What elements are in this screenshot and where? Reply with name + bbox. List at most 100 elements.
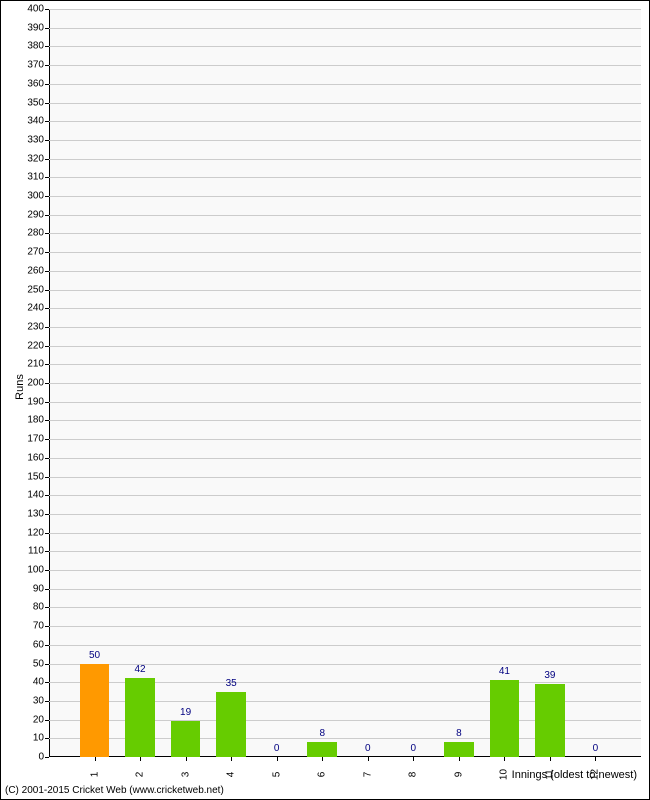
- y-tick-mark: [45, 215, 49, 216]
- gridline: [49, 103, 641, 104]
- bar-value-label: 0: [593, 743, 599, 754]
- y-tick-label: 180: [14, 415, 44, 426]
- y-tick-mark: [45, 477, 49, 478]
- x-tick-label: 11: [544, 765, 555, 785]
- x-tick-mark: [413, 757, 414, 761]
- x-tick-label: 3: [180, 765, 191, 785]
- y-tick-label: 300: [14, 191, 44, 202]
- x-tick-label: 4: [226, 765, 237, 785]
- y-tick-mark: [45, 570, 49, 571]
- y-tick-label: 120: [14, 527, 44, 538]
- x-tick-label: 1: [89, 765, 100, 785]
- y-tick-mark: [45, 140, 49, 141]
- gridline: [49, 589, 641, 590]
- gridline: [49, 159, 641, 160]
- y-tick-mark: [45, 364, 49, 365]
- bar-value-label: 39: [544, 670, 555, 681]
- bar: [535, 684, 565, 757]
- gridline: [49, 607, 641, 608]
- x-tick-mark: [322, 757, 323, 761]
- bar-value-label: 50: [89, 650, 100, 661]
- bar: [307, 742, 337, 757]
- x-tick-mark: [277, 757, 278, 761]
- gridline: [49, 233, 641, 234]
- y-tick-label: 60: [14, 639, 44, 650]
- gridline: [49, 420, 641, 421]
- y-tick-label: 340: [14, 116, 44, 127]
- y-tick-label: 10: [14, 733, 44, 744]
- bar-value-label: 8: [456, 728, 462, 739]
- bar-value-label: 19: [180, 707, 191, 718]
- y-tick-label: 200: [14, 378, 44, 389]
- y-tick-label: 290: [14, 209, 44, 220]
- x-tick-mark: [595, 757, 596, 761]
- x-tick-label: 2: [135, 765, 146, 785]
- gridline: [49, 645, 641, 646]
- y-tick-label: 160: [14, 452, 44, 463]
- y-tick-mark: [45, 402, 49, 403]
- y-tick-mark: [45, 177, 49, 178]
- x-tick-label: 12: [590, 765, 601, 785]
- y-tick-mark: [45, 327, 49, 328]
- gridline: [49, 308, 641, 309]
- y-tick-mark: [45, 458, 49, 459]
- y-tick-label: 310: [14, 172, 44, 183]
- y-tick-mark: [45, 346, 49, 347]
- y-tick-mark: [45, 196, 49, 197]
- gridline: [49, 439, 641, 440]
- bar: [125, 678, 155, 757]
- bar: [171, 721, 201, 757]
- y-tick-mark: [45, 233, 49, 234]
- y-tick-mark: [45, 682, 49, 683]
- gridline: [49, 570, 641, 571]
- y-tick-mark: [45, 65, 49, 66]
- gridline: [49, 626, 641, 627]
- y-tick-label: 330: [14, 134, 44, 145]
- gridline: [49, 533, 641, 534]
- y-tick-label: 250: [14, 284, 44, 295]
- y-tick-label: 50: [14, 658, 44, 669]
- y-tick-mark: [45, 46, 49, 47]
- y-tick-mark: [45, 757, 49, 758]
- y-tick-label: 380: [14, 41, 44, 52]
- y-tick-mark: [45, 607, 49, 608]
- bar: [490, 680, 520, 757]
- x-tick-label: 5: [271, 765, 282, 785]
- gridline: [49, 495, 641, 496]
- y-tick-label: 100: [14, 565, 44, 576]
- gridline: [49, 46, 641, 47]
- gridline: [49, 9, 641, 10]
- y-tick-label: 20: [14, 714, 44, 725]
- y-tick-mark: [45, 589, 49, 590]
- y-tick-label: 280: [14, 228, 44, 239]
- y-tick-label: 190: [14, 396, 44, 407]
- y-tick-mark: [45, 720, 49, 721]
- y-tick-mark: [45, 738, 49, 739]
- y-tick-mark: [45, 645, 49, 646]
- x-tick-label: 8: [408, 765, 419, 785]
- y-tick-label: 140: [14, 490, 44, 501]
- gridline: [49, 252, 641, 253]
- y-tick-mark: [45, 252, 49, 253]
- x-axis-title: Innings (oldest to newest): [512, 769, 637, 781]
- gridline: [49, 364, 641, 365]
- y-tick-mark: [45, 514, 49, 515]
- y-tick-mark: [45, 495, 49, 496]
- gridline: [49, 121, 641, 122]
- gridline: [49, 84, 641, 85]
- y-tick-label: 220: [14, 340, 44, 351]
- gridline: [49, 28, 641, 29]
- gridline: [49, 477, 641, 478]
- gridline: [49, 327, 641, 328]
- y-tick-mark: [45, 551, 49, 552]
- y-tick-label: 260: [14, 265, 44, 276]
- y-tick-mark: [45, 383, 49, 384]
- x-tick-mark: [231, 757, 232, 761]
- y-tick-label: 40: [14, 677, 44, 688]
- y-tick-label: 210: [14, 359, 44, 370]
- y-tick-label: 400: [14, 4, 44, 15]
- y-tick-label: 170: [14, 434, 44, 445]
- x-tick-label: 6: [317, 765, 328, 785]
- y-tick-label: 230: [14, 321, 44, 332]
- y-tick-mark: [45, 121, 49, 122]
